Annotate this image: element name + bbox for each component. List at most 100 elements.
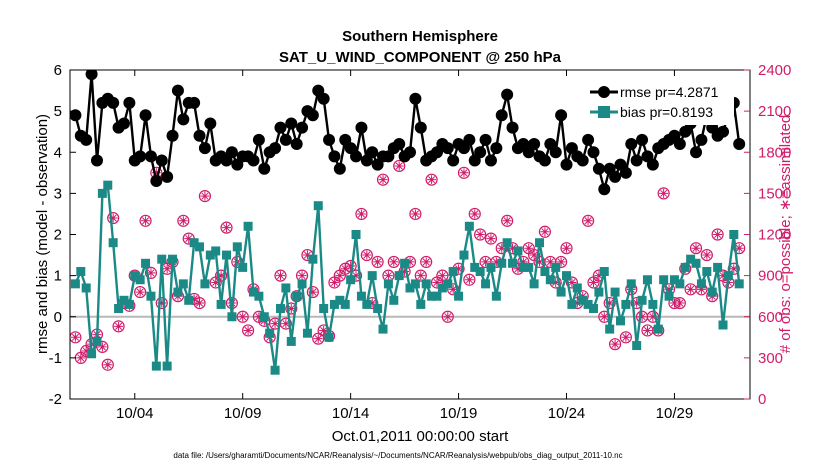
x-tick-label-5: 10/29 — [656, 405, 694, 422]
rmse-point-79 — [495, 109, 508, 122]
rmse-point-44 — [306, 109, 319, 122]
obs-assimilated-point-117 — [713, 230, 723, 239]
obs-assimilated-point-15 — [151, 168, 161, 178]
obs-assimilated-point-44 — [313, 334, 323, 344]
y-tick-label-7: 5 — [54, 103, 62, 120]
y-tick-label-5: 3 — [54, 185, 62, 202]
y2-tick-label-8: 2400 — [758, 62, 791, 79]
obs-possible-point-6 — [101, 358, 114, 371]
x-tick-label-3: 10/19 — [440, 405, 478, 422]
bias-point-120 — [718, 320, 728, 330]
bias-point-25 — [205, 250, 215, 260]
rmse-point-90 — [555, 109, 568, 122]
bias-point-44 — [308, 254, 318, 264]
obs-assimilated-point-14 — [146, 268, 156, 278]
rmse-point-10 — [123, 96, 136, 109]
obs-possible-point-73 — [468, 207, 481, 221]
rmse-point-81 — [506, 121, 519, 134]
obs-assimilated-point-115 — [702, 250, 712, 260]
y2-tick-label-0: 0 — [758, 391, 766, 408]
bias-point-97 — [594, 287, 604, 297]
obs-assimilated-point-79 — [502, 216, 512, 226]
bias-point-119 — [713, 262, 723, 272]
rmse-point-105 — [636, 133, 649, 146]
obs-assimilated-point-63 — [416, 271, 426, 281]
bias-point-100 — [610, 287, 620, 297]
obs-assimilated-point-114 — [696, 284, 706, 294]
rmse-point-29 — [225, 146, 238, 159]
bias-point-103 — [626, 279, 636, 289]
rmse-point-87 — [538, 154, 551, 167]
bias-point-90 — [556, 287, 566, 297]
rmse-point-41 — [290, 138, 303, 151]
obs-assimilated-point-72 — [464, 275, 474, 285]
rmse-point-17 — [161, 170, 174, 183]
rmse-point-112 — [673, 138, 686, 151]
bias-point-78 — [491, 291, 501, 301]
bias-point-79 — [497, 258, 507, 268]
rmse-point-24 — [198, 142, 211, 155]
obs-assimilated-point-62 — [410, 209, 420, 219]
obs-assimilated-point-23 — [195, 298, 205, 308]
obs-assimilated-point-95 — [588, 277, 598, 287]
rmse-point-39 — [279, 133, 292, 146]
bias-point-26 — [211, 246, 221, 256]
obs-possible-point-16 — [155, 296, 168, 310]
obs-assimilated-point-97 — [599, 312, 609, 322]
bias-point-74 — [470, 262, 480, 272]
bias-point-85 — [529, 279, 539, 289]
obs-possible-point-100 — [619, 331, 632, 344]
rmse-point-35 — [258, 162, 271, 175]
rmse-point-49 — [333, 162, 346, 175]
bias-point-113 — [680, 262, 690, 272]
obs-possible-point-55 — [371, 255, 384, 269]
bias-point-107 — [648, 299, 658, 309]
obs-possible-point-12 — [134, 285, 147, 299]
bias-point-110 — [664, 291, 674, 301]
obs-assimilated-point-91 — [567, 277, 577, 287]
obs-assimilated-point-58 — [389, 257, 399, 267]
bias-line — [74, 183, 741, 372]
obs-possible-point-52 — [355, 207, 368, 221]
obs-assimilated-point-67 — [437, 271, 447, 281]
obs-assimilated-point-75 — [481, 257, 491, 267]
obs-possible-point-56 — [376, 173, 390, 186]
bias-point-66 — [427, 291, 437, 301]
bias-point-23 — [195, 242, 205, 252]
bias-point-58 — [383, 279, 393, 289]
bias-point-12 — [135, 275, 145, 285]
obs-assimilated-point-120 — [729, 264, 739, 274]
obs-assimilated-point-74 — [475, 230, 485, 239]
rmse-series — [70, 70, 746, 196]
obs-possible-point-26 — [215, 269, 228, 282]
rmse-point-25 — [204, 117, 217, 130]
obs-possible-point-31 — [241, 324, 255, 337]
obs-assimilated-point-108 — [664, 284, 674, 294]
bias-point-18 — [168, 254, 178, 264]
rmse-point-91 — [560, 158, 573, 171]
obs-assimilated-point-55 — [373, 257, 383, 267]
obs-assimilated-point-102 — [632, 298, 642, 308]
obs-possible-point-72 — [463, 273, 476, 286]
rmse-point-64 — [414, 121, 427, 134]
obs-assimilated-point-86 — [540, 227, 550, 237]
bias-point-4 — [92, 336, 102, 346]
obs-assimilated-point-37 — [275, 271, 285, 281]
bias-point-63 — [410, 279, 420, 289]
obs-assimilated-point-42 — [302, 250, 312, 260]
obs-assimilated-point-90 — [562, 243, 572, 253]
obs-assimilated-point-57 — [383, 271, 393, 281]
y2-tick-label-5: 1500 — [758, 185, 791, 202]
rmse-point-22 — [188, 96, 201, 109]
legend: rmse pr=4.2871 bias pr=0.8193 — [584, 78, 734, 125]
data-file-footer: data file: /Users/gharamti/Documents/NCA… — [173, 451, 622, 460]
obs-assimilated-point-105 — [648, 312, 658, 322]
obs-possible-point-7 — [107, 211, 120, 225]
rmse-point-12 — [134, 150, 147, 163]
rmse-point-7 — [107, 96, 120, 109]
bias-point-19 — [173, 287, 183, 297]
bias-point-117 — [702, 267, 712, 277]
obs-possible-point-117 — [711, 228, 724, 241]
rmse-point-123 — [733, 138, 746, 151]
obs-assimilated-point-30 — [238, 312, 248, 322]
